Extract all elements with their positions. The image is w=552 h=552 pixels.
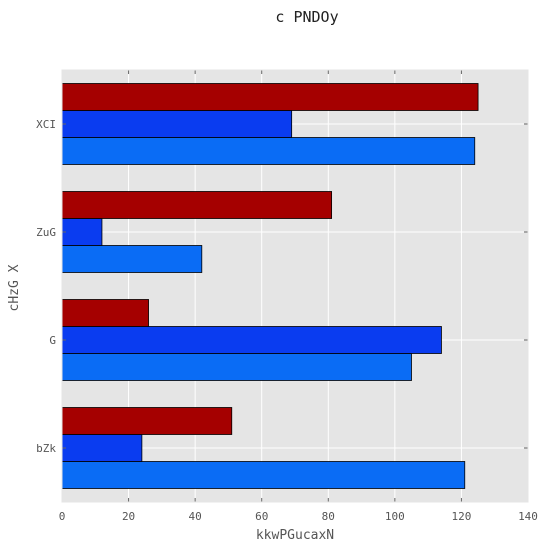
bar-ZuG-series-2 (61, 191, 333, 219)
chart-title: c PNDOy (275, 8, 338, 26)
x-tick-label: 140 (518, 510, 538, 523)
x-tick-label: 100 (385, 510, 405, 523)
bar-ZuG-series-0 (61, 245, 203, 273)
x-tick-label: 80 (322, 510, 335, 523)
y-tick-label: XCI (36, 118, 56, 131)
bar-XCI-series-2 (61, 83, 479, 111)
x-tick-label: 40 (189, 510, 202, 523)
bar-ZuG-series-1 (61, 218, 103, 246)
y-tick-labels: bZk G ZuG XCI (36, 118, 56, 455)
y-tick-label: bZk (36, 442, 56, 455)
x-tick-label: 0 (59, 510, 66, 523)
x-tick-label: 60 (255, 510, 268, 523)
bar-bZk-series-0 (61, 461, 466, 489)
bar-XCI-series-0 (61, 137, 476, 165)
bar-G-series-2 (61, 299, 149, 327)
y-tick-label: ZuG (36, 226, 56, 239)
y-tick-label: G (49, 334, 56, 347)
bar-XCI-series-1 (61, 110, 293, 138)
x-axis-label: kkwPGucaxN (256, 528, 334, 543)
y-axis-label: cHzG X (7, 264, 22, 311)
bar-G-series-1 (61, 326, 442, 354)
x-tick-labels: 0 20 40 60 80 100 120 140 (59, 510, 538, 523)
x-tick-label: 120 (451, 510, 471, 523)
x-tick-label: 20 (122, 510, 135, 523)
bar-G-series-0 (61, 353, 412, 381)
bar-bZk-series-2 (61, 407, 233, 435)
plot-frame (61, 69, 529, 503)
bar-bZk-series-1 (61, 434, 143, 462)
bars (61, 83, 479, 489)
